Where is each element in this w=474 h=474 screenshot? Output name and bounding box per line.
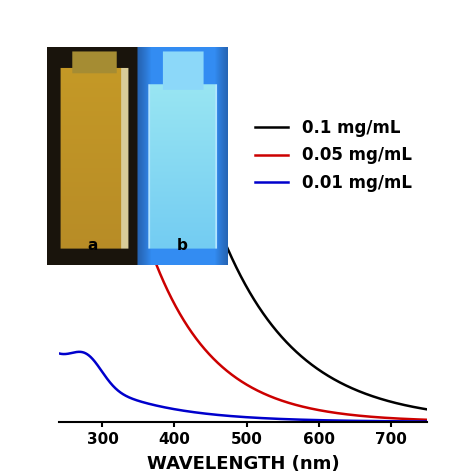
0.05 mg/mL: [225, 369, 231, 374]
0.1 mg/mL: [424, 406, 429, 412]
0.05 mg/mL: [413, 417, 419, 422]
0.01 mg/mL: [413, 419, 419, 424]
Legend: 0.1 mg/mL, 0.05 mg/mL, 0.01 mg/mL: 0.1 mg/mL, 0.05 mg/mL, 0.01 mg/mL: [248, 113, 418, 198]
0.05 mg/mL: [235, 376, 241, 382]
0.01 mg/mL: [226, 413, 231, 419]
0.01 mg/mL: [56, 351, 62, 356]
Text: b: b: [177, 238, 188, 253]
0.05 mg/mL: [424, 417, 429, 423]
Line: 0.1 mg/mL: 0.1 mg/mL: [59, 0, 427, 409]
0.01 mg/mL: [346, 418, 352, 424]
X-axis label: WAVELENGTH (nm): WAVELENGTH (nm): [146, 455, 339, 473]
0.1 mg/mL: [413, 404, 419, 410]
0.1 mg/mL: [235, 268, 241, 273]
0.1 mg/mL: [346, 384, 351, 390]
0.1 mg/mL: [225, 247, 231, 253]
0.01 mg/mL: [235, 414, 241, 419]
Line: 0.01 mg/mL: 0.01 mg/mL: [59, 352, 427, 421]
0.01 mg/mL: [413, 419, 419, 424]
0.01 mg/mL: [76, 349, 82, 355]
0.05 mg/mL: [413, 417, 419, 422]
0.01 mg/mL: [75, 349, 81, 355]
0.05 mg/mL: [346, 412, 351, 418]
Text: a: a: [87, 238, 98, 253]
Line: 0.05 mg/mL: 0.05 mg/mL: [59, 0, 427, 420]
0.01 mg/mL: [424, 419, 429, 424]
0.1 mg/mL: [413, 404, 419, 410]
